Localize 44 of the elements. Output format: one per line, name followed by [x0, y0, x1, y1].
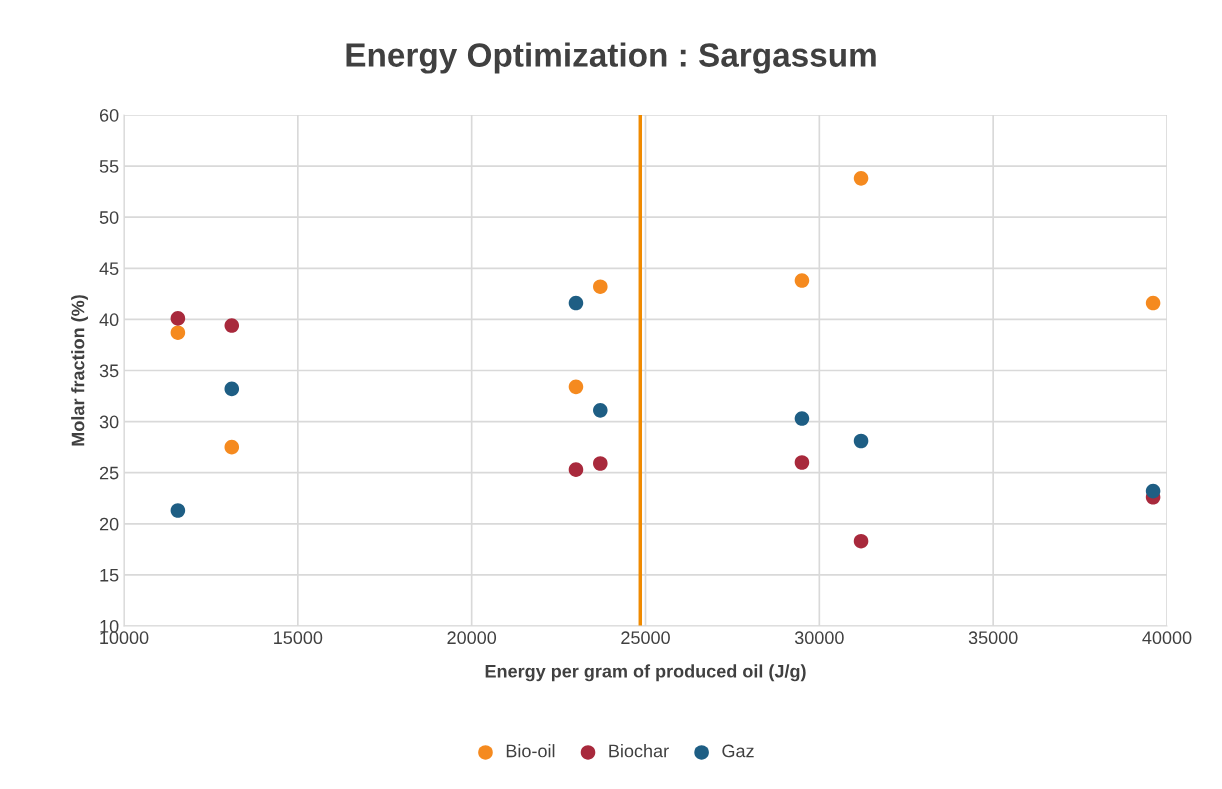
point [568, 295, 584, 311]
x-axis-title: Energy per gram of produced oil (J/g) [485, 664, 806, 682]
y-tick-label: 35 [99, 364, 119, 378]
point [1145, 483, 1161, 499]
y-tick-label: 25 [99, 466, 119, 480]
point [170, 311, 186, 326]
point [224, 439, 240, 455]
legend-label: Bio-oil [506, 744, 555, 758]
point [853, 171, 869, 186]
point [794, 455, 810, 470]
y-axis-title: Molar fraction (%) [71, 295, 88, 446]
y-tick-label: 20 [99, 517, 119, 531]
x-tick-label: 20000 [447, 631, 497, 645]
point [593, 279, 608, 294]
point [224, 381, 240, 397]
point [593, 403, 608, 418]
point [568, 379, 584, 395]
legend-label: Biochar [609, 744, 669, 758]
x-tick-label: 40000 [1142, 631, 1192, 645]
point [1145, 295, 1161, 311]
y-tick-label: 50 [99, 211, 119, 224]
x-tick-label: 35000 [968, 631, 1018, 645]
x-tick-label: 10000 [100, 631, 149, 645]
y-tick-label: 60 [99, 108, 119, 122]
point [568, 462, 584, 477]
chart-title: Energy Optimization : Sargassum [346, 42, 876, 74]
point [794, 411, 810, 426]
y-tick-label: 10 [100, 619, 119, 633]
x-tick-label: 15000 [274, 631, 323, 645]
y-tick-label: 55 [99, 160, 119, 173]
x-tick-label: 30000 [794, 631, 844, 645]
y-tick-label: 15 [100, 569, 119, 582]
x-tick-label: 25000 [621, 631, 670, 645]
y-tick-label: 40 [99, 313, 119, 327]
point [170, 325, 186, 340]
point [853, 433, 869, 449]
point [224, 318, 240, 333]
y-tick-label: 30 [99, 415, 119, 429]
point [170, 503, 186, 518]
y-tick-label: 45 [99, 262, 119, 276]
point [593, 456, 608, 471]
point [853, 533, 869, 549]
legend-label: Gaz [722, 744, 754, 758]
point [794, 273, 810, 288]
